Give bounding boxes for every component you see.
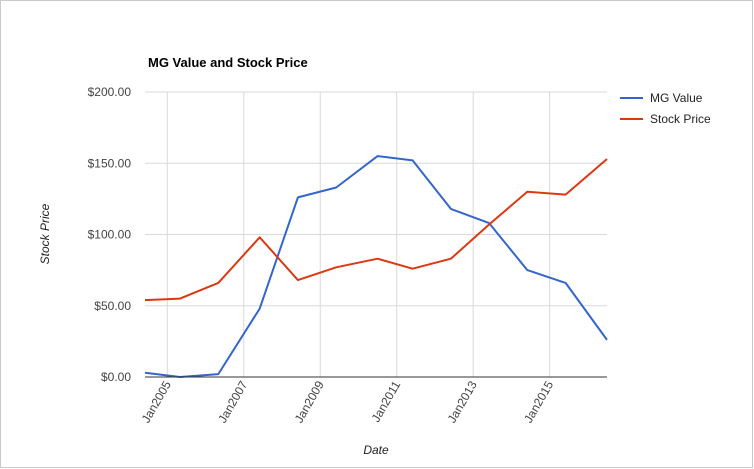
legend-label-stock-price: Stock Price [650, 112, 711, 126]
y-tick-label: $100.00 [88, 228, 132, 242]
data-point-mg-value [450, 208, 452, 210]
data-point-stock-price [450, 258, 452, 260]
data-point-mg-value [526, 269, 528, 271]
chart-title: MG Value and Stock Price [148, 55, 308, 70]
data-point-mg-value [412, 159, 414, 161]
x-tick-layer: Jan2005 Jan2007 Jan2009 Jan2011 Jan2013 Jan20… [139, 378, 557, 425]
data-point-stock-price [335, 266, 337, 268]
data-point-stock-price [179, 298, 181, 300]
x-tick-label: Jan2005 [139, 378, 174, 425]
data-point-mg-value [297, 196, 299, 198]
y-tick-label: $0.00 [101, 370, 131, 384]
y-tick-label: $150.00 [88, 156, 132, 170]
data-point-mg-value [377, 155, 379, 157]
data-point-stock-price [297, 279, 299, 281]
data-point-stock-price [488, 224, 490, 226]
data-point-stock-price [565, 194, 567, 196]
data-point-mg-value [565, 282, 567, 284]
x-tick-label: Jan2015 [521, 378, 556, 425]
data-point-mg-value [335, 186, 337, 188]
data-point-stock-price [144, 299, 146, 301]
data-point-stock-price [259, 236, 261, 238]
x-tick-label: Jan2009 [292, 378, 327, 425]
data-point-stock-price [606, 158, 608, 160]
data-point-stock-price [526, 191, 528, 193]
data-point-mg-value [144, 372, 146, 374]
x-axis-label: Date [363, 443, 389, 457]
data-point-stock-price [412, 268, 414, 270]
data-point-mg-value [606, 339, 608, 341]
y-tick-label: $50.00 [94, 299, 131, 313]
x-tick-label: Jan2011 [369, 378, 404, 424]
legend-label-mg-value: MG Value [650, 91, 703, 105]
x-tick-label: Jan2007 [215, 378, 250, 425]
data-point-mg-value [217, 373, 219, 375]
series-layer [144, 155, 608, 378]
data-point-stock-price [377, 258, 379, 260]
y-tick-layer: $0.00 $50.00 $100.00 $150.00 $200.00 [88, 85, 132, 384]
x-tick-label: Jan2013 [445, 378, 480, 425]
data-point-mg-value [259, 308, 261, 310]
legend: MG Value Stock Price [620, 91, 711, 126]
y-axis-label: Stock Price [38, 203, 52, 264]
y-tick-label: $200.00 [88, 85, 132, 99]
data-point-stock-price [217, 282, 219, 284]
grid-layer [145, 91, 607, 377]
series-line-stock-price [144, 158, 608, 302]
series-line-mg-value [144, 155, 608, 378]
